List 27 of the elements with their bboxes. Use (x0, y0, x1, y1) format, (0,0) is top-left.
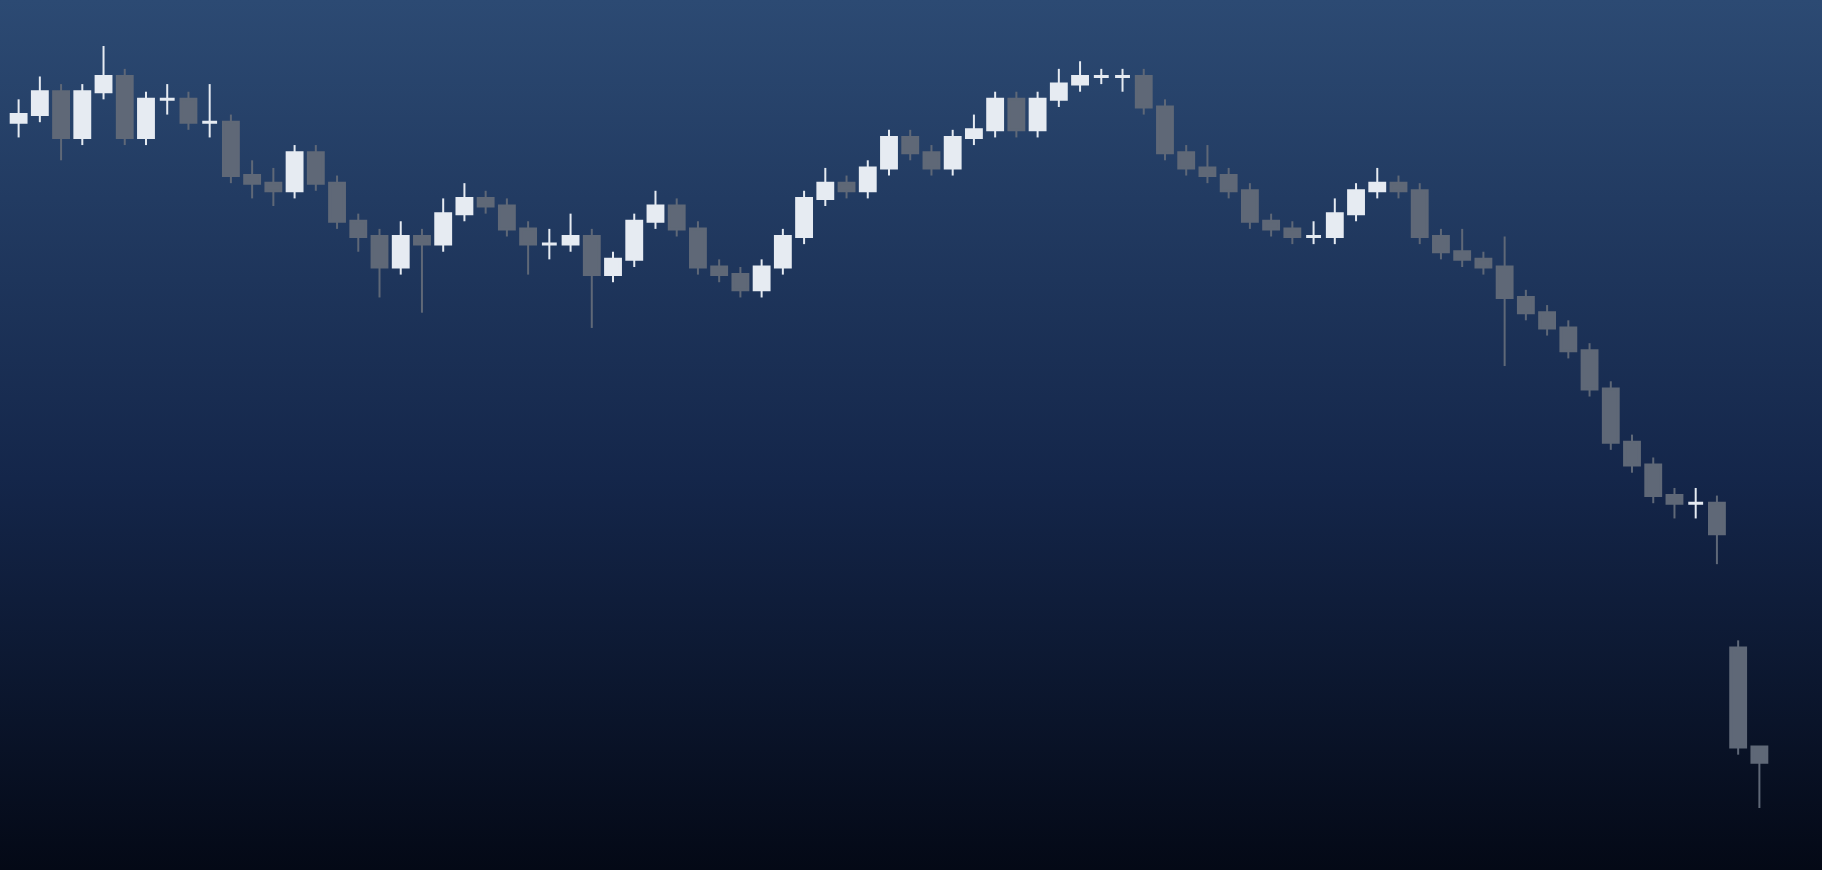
candlestick (73, 83, 92, 147)
candlestick (901, 128, 920, 162)
candlestick (1389, 174, 1408, 200)
candlestick (561, 212, 580, 253)
candlestick (370, 227, 389, 299)
candlestick (1665, 486, 1684, 520)
candlestick (582, 227, 601, 329)
candlestick (158, 83, 177, 116)
candlestick (94, 45, 113, 101)
candlestick (137, 90, 155, 147)
candlestick (285, 144, 304, 200)
candlestick (391, 220, 410, 276)
candlestick (179, 90, 198, 131)
candlestick (200, 83, 219, 139)
candlestick (1304, 220, 1323, 246)
candlestick (1708, 494, 1726, 566)
candlestick (413, 227, 431, 314)
candlestick (1198, 144, 1217, 185)
candlestick (1686, 486, 1705, 520)
candlestick (922, 144, 941, 177)
candlestick (837, 174, 856, 200)
candlestick (540, 227, 559, 261)
candlestick (1007, 90, 1026, 139)
candlestick (52, 83, 70, 162)
candlestick (1580, 342, 1599, 398)
candlestick (1113, 67, 1132, 93)
candlestick (646, 189, 665, 230)
